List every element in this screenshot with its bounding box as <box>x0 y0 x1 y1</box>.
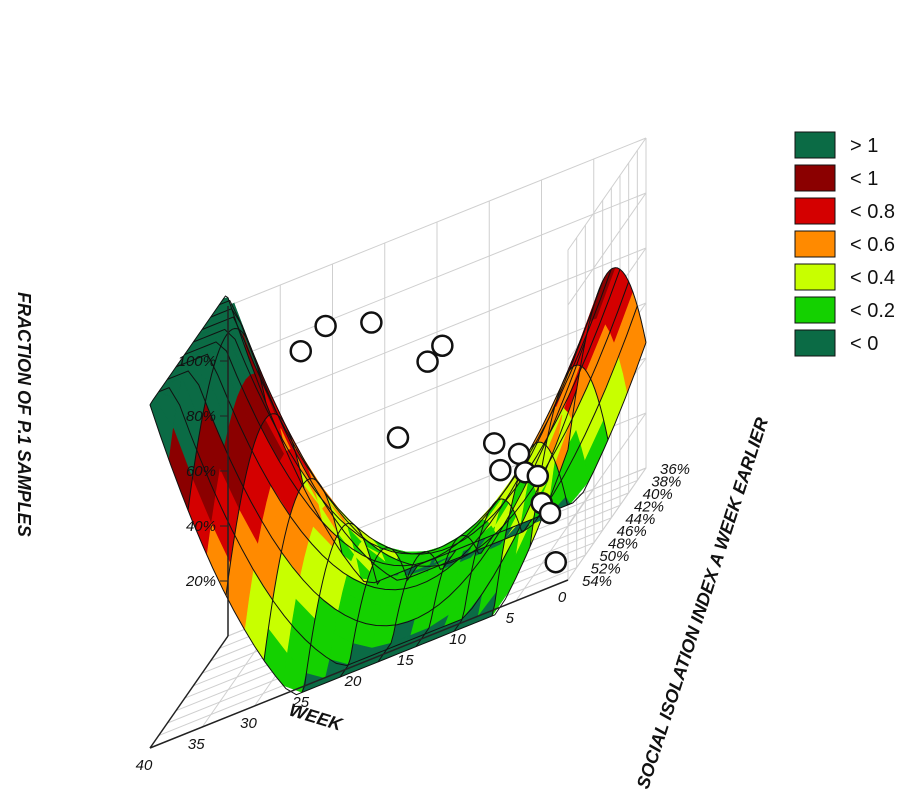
x-tick-labels: 0 5 10 15 20 25 30 35 40 <box>136 589 567 774</box>
legend-label: < 0.4 <box>850 267 895 289</box>
data-point <box>482 432 506 455</box>
legend-swatch <box>794 329 836 357</box>
data-point <box>526 464 550 488</box>
data-point <box>360 311 383 334</box>
data-points <box>289 311 568 574</box>
x-tick-label: 20 <box>344 673 362 690</box>
x-tick-label: 0 <box>558 589 567 606</box>
z-tick-label: 80% <box>186 408 216 425</box>
y-axis-title: SOCIAL ISOLATION INDEX A WEEK EARLIER <box>633 415 772 791</box>
legend-label: < 0.8 <box>850 201 895 223</box>
y-tick-label: 42% <box>634 498 664 515</box>
data-point <box>544 550 568 574</box>
y-tick-label: 50% <box>599 548 629 565</box>
data-point <box>289 339 313 363</box>
y-tick-label: 52% <box>591 561 621 578</box>
y-tick-label: 38% <box>651 473 681 490</box>
data-point <box>507 442 531 466</box>
x-tick-label: 5 <box>506 610 515 627</box>
legend-swatch <box>794 263 836 291</box>
z-tick-labels: 20% 40% 60% 80% 100% <box>178 353 228 590</box>
data-point <box>489 458 512 482</box>
x-tick-label: 30 <box>240 715 257 732</box>
legend: > 1 < 1 < 0.8 < 0.6 < 0.4 < 0.2 < 0 <box>794 131 895 357</box>
x-axis-title: WEEK <box>287 700 346 735</box>
x-tick-label: 40 <box>136 757 153 774</box>
y-tick-label: 40% <box>643 486 673 503</box>
data-point <box>431 334 454 357</box>
x-tick-label: 25 <box>291 694 309 711</box>
legend-label: < 0.6 <box>850 234 895 256</box>
legend-label: < 0 <box>850 333 878 355</box>
y-tick-label: 54% <box>582 573 612 590</box>
x-tick-label: 10 <box>449 631 466 648</box>
legend-swatch <box>794 197 836 225</box>
surface-plot <box>149 267 647 693</box>
data-point <box>314 314 337 338</box>
z-axis-title: FRACTION OF P.1 SAMPLES <box>14 292 34 537</box>
legend-label: > 1 <box>850 135 878 157</box>
z-tick-label: 100% <box>178 353 216 370</box>
legend-swatch <box>794 131 836 159</box>
legend-swatch <box>794 164 836 192</box>
y-tick-label: 44% <box>625 511 655 528</box>
z-tick-label: 60% <box>186 463 216 480</box>
legend-label: < 1 <box>850 168 878 190</box>
z-tick-label: 20% <box>185 573 216 590</box>
legend-swatch <box>794 296 836 324</box>
legend-swatch <box>794 230 836 258</box>
data-point <box>386 426 410 449</box>
data-point <box>538 501 562 525</box>
y-tick-label: 48% <box>608 536 638 553</box>
legend-label: < 0.2 <box>850 300 895 322</box>
z-tick-label: 40% <box>186 518 216 535</box>
y-tick-label: 36% <box>660 461 690 478</box>
y-tick-label: 46% <box>617 523 647 540</box>
y-tick-labels: 36%38%40%42%44%46%48%50%52%54% <box>582 461 690 590</box>
x-tick-label: 15 <box>397 652 414 669</box>
data-point <box>416 350 439 373</box>
x-tick-label: 35 <box>188 736 205 753</box>
